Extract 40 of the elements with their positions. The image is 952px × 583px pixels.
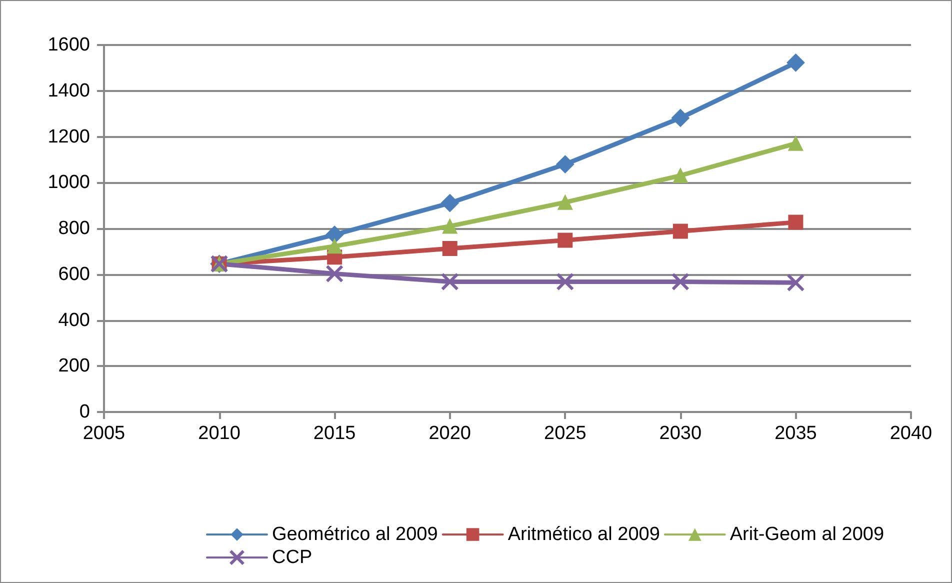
y-tick-label: 1600 [48, 34, 90, 56]
x-tick-label: 2040 [890, 423, 932, 444]
x-tick-label: 2020 [428, 423, 471, 444]
point [786, 274, 805, 292]
y-tick-label: 1400 [48, 80, 90, 102]
y-tick-label: 400 [58, 310, 90, 331]
point [672, 168, 688, 184]
point [788, 136, 804, 151]
y-tick-label: 1200 [48, 126, 90, 148]
legend-label: CCP [272, 547, 312, 568]
point [672, 224, 688, 239]
x-tick-label: 2010 [198, 423, 240, 444]
y-tick-label: 800 [58, 218, 90, 239]
x-tick-label: 2015 [313, 423, 356, 444]
point [786, 54, 805, 72]
y-tick-label: 600 [58, 264, 90, 285]
x-tick-label: 2025 [544, 423, 586, 444]
x-tick-label: 2005 [82, 423, 126, 444]
legend-label: Arit-Geom al 2009 [730, 524, 884, 545]
point [556, 272, 574, 291]
point [442, 240, 458, 256]
point [558, 194, 573, 210]
y-tick-label: 200 [58, 356, 90, 377]
legend-label: Aritmético al 2009 [508, 524, 660, 545]
point [440, 272, 459, 291]
y-tick-label: 0 [79, 402, 90, 422]
point [442, 218, 458, 234]
point [326, 226, 344, 244]
point [556, 155, 574, 174]
point [788, 214, 804, 230]
point [326, 264, 344, 283]
point [327, 238, 342, 254]
x-tick-label: 2035 [774, 423, 817, 444]
point [671, 272, 690, 291]
x-tick-label: 2030 [659, 423, 702, 444]
point [558, 232, 573, 248]
point [671, 108, 690, 127]
point [440, 194, 459, 212]
legend-label: Geométrico al 2009 [272, 524, 438, 545]
y-tick-label: 1000 [48, 172, 90, 194]
